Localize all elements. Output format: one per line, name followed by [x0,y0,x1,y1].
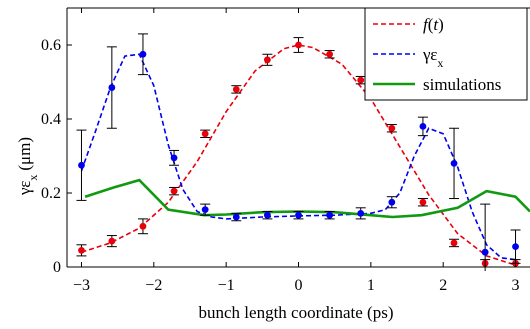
y-axis-label: γεx(μm) [15,137,40,196]
data-point [78,161,85,169]
x-tick-label: 1 [367,277,375,294]
axes: −3 −2 −1 0 1 2 3 0 0.2 0.4 0.6 [41,7,530,294]
plot-area [76,33,530,271]
data-point [139,50,147,58]
data-point [512,243,519,251]
x-tick-label: −3 [73,277,90,294]
data-point [388,124,396,132]
legend-label: γεx [422,45,443,70]
data-point [170,154,178,162]
y-tick-label: 0.6 [41,37,61,54]
data-point [78,246,85,254]
data-point [357,209,365,217]
data-point [481,248,489,256]
x-tick-label: −2 [145,277,162,294]
data-point [388,198,396,206]
data-point [295,211,302,219]
data-point [450,239,458,247]
data-point [419,123,427,130]
data-point [263,211,271,219]
data-point [326,50,334,58]
y-tick-label: 0.2 [41,185,61,202]
x-tick-label: 2 [439,277,447,294]
legend-label: simulations [423,75,501,94]
series-line-1 [81,44,516,266]
data-point [450,160,458,167]
x-axis-label: bunch length coordinate (ps) [199,303,394,322]
data-point [326,211,334,219]
data-point [201,206,209,214]
series-group [76,33,530,271]
legend-label: f(t) [423,15,444,34]
data-point [357,76,365,84]
data-point [232,86,240,93]
x-tick-label: 3 [512,277,520,294]
data-point [201,130,209,138]
data-point [108,237,116,245]
data-point [108,84,116,91]
data-point [419,198,427,206]
data-point [232,213,240,221]
y-tick-label: 0.4 [41,111,61,128]
x-tick-label: 0 [295,277,303,294]
x-tick-label: −1 [218,277,235,294]
data-point [295,41,302,49]
series-line-4 [84,178,530,219]
data-point [263,56,271,64]
data-point [139,222,147,230]
data-point [170,187,178,195]
legend: f(t) γεx simulations [364,7,528,101]
y-tick-label: 0 [53,259,61,276]
